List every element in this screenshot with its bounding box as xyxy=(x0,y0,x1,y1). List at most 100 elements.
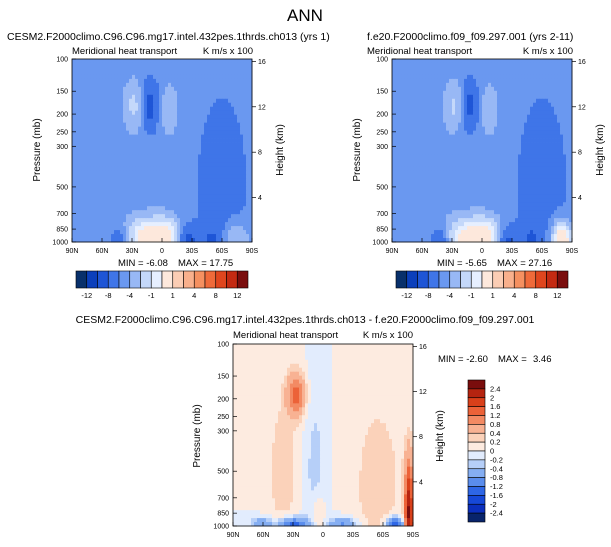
field-cell xyxy=(87,94,91,100)
field-cell xyxy=(527,110,531,116)
field-cell xyxy=(524,102,528,108)
field-cell xyxy=(183,182,187,187)
field-cell xyxy=(524,78,528,84)
field-cell xyxy=(518,178,522,183)
field-cell xyxy=(72,218,76,223)
field-cell xyxy=(464,114,468,120)
field-cell xyxy=(111,126,115,132)
field-cell xyxy=(431,98,435,104)
field-cell xyxy=(135,230,139,235)
field-cell xyxy=(123,94,127,100)
field-cell xyxy=(189,118,193,124)
field-cell xyxy=(213,134,217,139)
field-cell xyxy=(72,62,76,68)
field-cell xyxy=(87,138,91,143)
field-cell xyxy=(485,158,489,163)
field-cell xyxy=(180,158,184,163)
field-cell xyxy=(180,59,184,64)
field-cell xyxy=(440,146,444,151)
field-cell xyxy=(422,106,426,112)
field-cell xyxy=(225,102,229,108)
field-cell xyxy=(189,78,193,84)
field-cell xyxy=(470,59,474,64)
field-cell xyxy=(410,62,414,68)
field-cell xyxy=(201,206,205,211)
field-cell xyxy=(491,174,495,179)
field-cell xyxy=(111,98,115,104)
field-cell xyxy=(99,146,103,151)
field-cell xyxy=(246,218,250,223)
field-cell xyxy=(449,198,453,203)
field-cell xyxy=(497,126,501,132)
field-cell xyxy=(105,62,109,68)
field-cell xyxy=(479,82,483,88)
field-cell xyxy=(237,142,241,147)
field-cell xyxy=(494,62,498,68)
field-cell xyxy=(515,182,519,187)
field-cell xyxy=(93,170,97,175)
field-cell xyxy=(195,218,199,223)
field-cell xyxy=(84,62,88,68)
field-cell xyxy=(144,210,148,215)
field-cell xyxy=(533,78,537,84)
field-cell xyxy=(237,158,241,163)
field-cell xyxy=(542,86,546,92)
field-cell xyxy=(75,238,79,243)
field-cell xyxy=(413,86,417,92)
field-cell xyxy=(410,106,414,112)
field-cell xyxy=(195,114,199,120)
field-cell xyxy=(509,106,513,112)
field-cell xyxy=(446,174,450,179)
field-cell xyxy=(452,78,456,84)
field-cell xyxy=(141,210,145,215)
field-cell xyxy=(123,62,127,68)
field-cell xyxy=(539,78,543,84)
field-cell xyxy=(84,218,88,223)
x-tick-label: 90N xyxy=(66,248,79,255)
field-cell xyxy=(437,138,441,143)
field-cell xyxy=(419,94,423,100)
field-cell xyxy=(452,190,456,195)
field-cell xyxy=(198,59,202,64)
field-cell xyxy=(93,162,97,167)
field-cell xyxy=(132,158,136,163)
field-cell xyxy=(72,238,76,243)
field-cell xyxy=(192,62,196,68)
field-cell xyxy=(132,230,136,235)
field-cell xyxy=(419,170,423,175)
field-cell xyxy=(117,86,121,92)
field-cell xyxy=(75,174,79,179)
field-cell xyxy=(111,90,115,96)
field-cell xyxy=(491,114,495,120)
field-cell xyxy=(207,90,211,96)
field-cell xyxy=(222,82,226,88)
field-cell xyxy=(413,66,417,72)
field-cell xyxy=(228,118,232,124)
field-cell xyxy=(551,70,555,76)
field-cell xyxy=(243,230,247,235)
field-cell xyxy=(99,206,103,211)
field-cell xyxy=(509,150,513,155)
field-cell xyxy=(147,194,151,199)
field-cell xyxy=(120,102,124,108)
x-tick-label: 90S xyxy=(246,248,259,255)
field-cell xyxy=(530,102,534,108)
field-cell xyxy=(183,154,187,159)
field-cell xyxy=(440,78,444,84)
field-cell xyxy=(117,158,121,163)
field-cell xyxy=(521,90,525,96)
field-cell xyxy=(479,138,483,143)
field-cell xyxy=(443,146,447,151)
field-cell xyxy=(96,130,100,135)
field-cell xyxy=(446,106,450,112)
field-cell xyxy=(398,110,402,116)
field-cell xyxy=(545,158,549,163)
field-cell xyxy=(509,198,513,203)
field-cell xyxy=(446,90,450,96)
field-cell xyxy=(102,158,106,163)
field-cell xyxy=(138,154,142,159)
field-cell xyxy=(458,186,462,191)
field-cell xyxy=(470,162,474,167)
field-cell xyxy=(105,206,109,211)
field-cell xyxy=(138,70,142,76)
